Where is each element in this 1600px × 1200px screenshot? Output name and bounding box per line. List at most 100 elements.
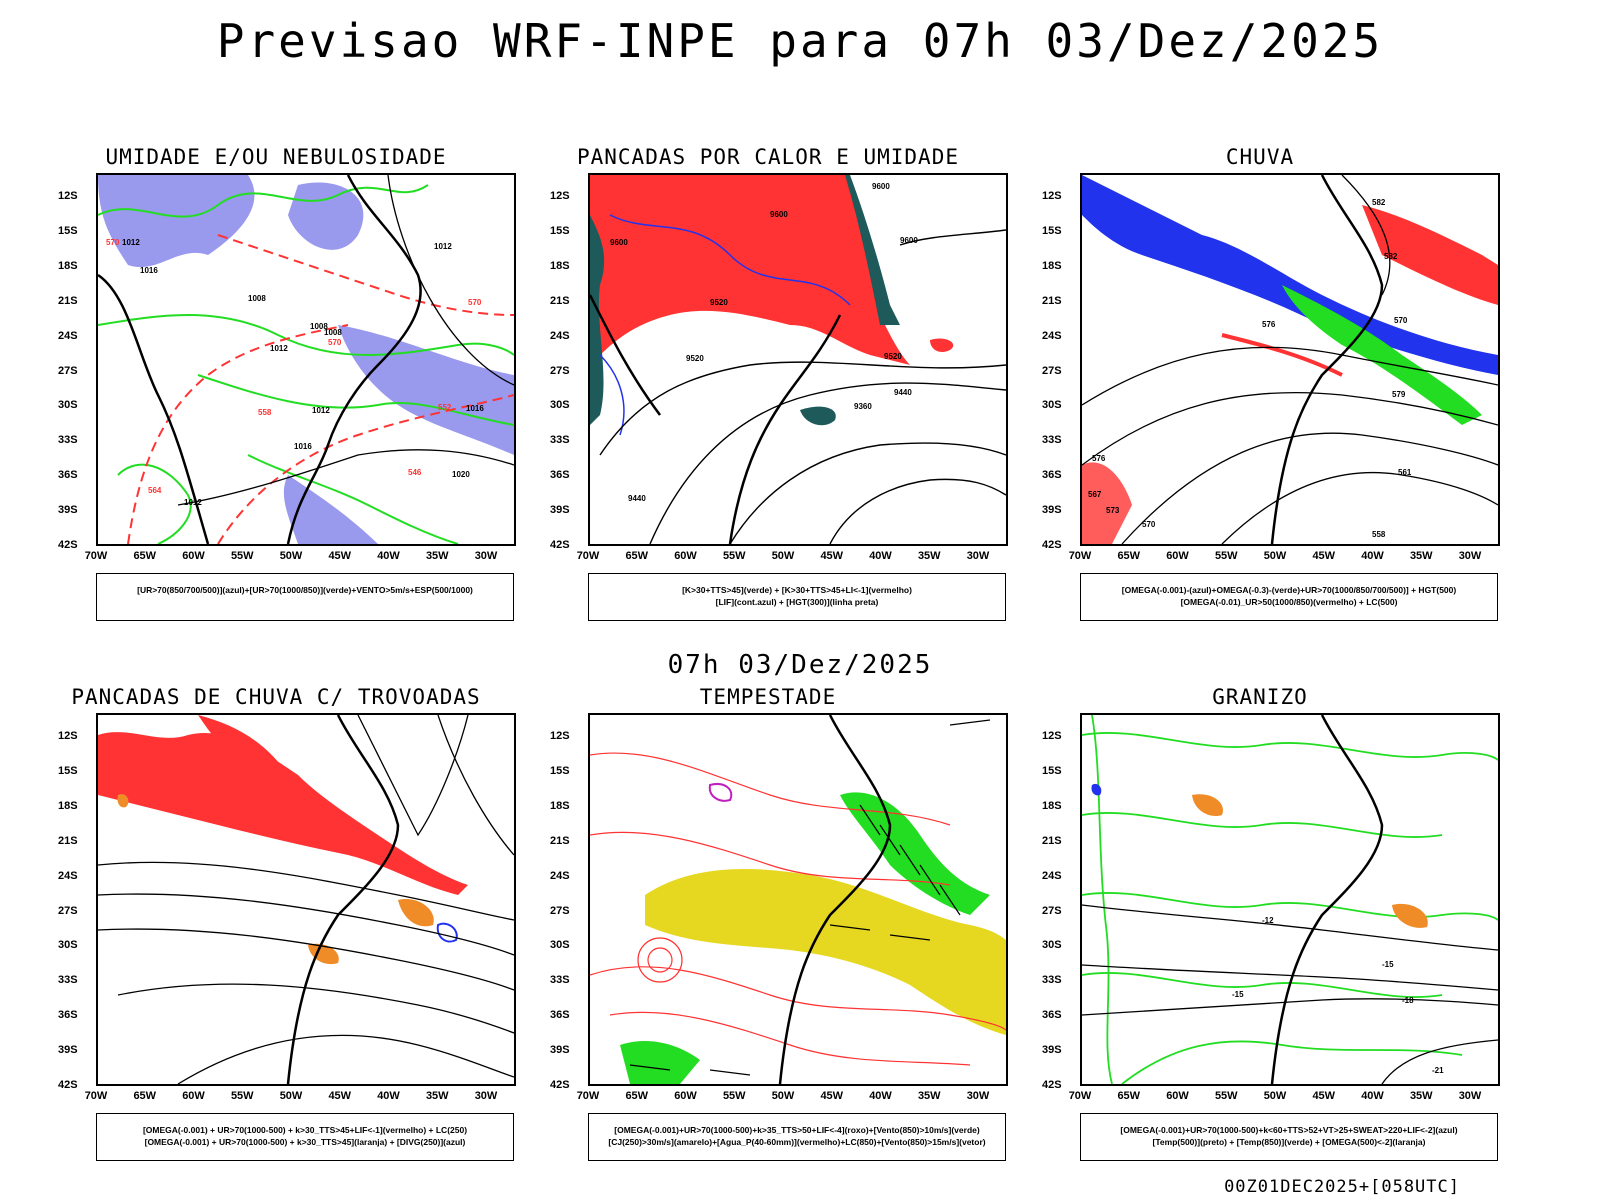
x-tick-label: 40W (377, 1090, 400, 1102)
map-label: 9600 (900, 236, 918, 245)
y-tick-label: 27S (550, 904, 570, 917)
map-label: -21 (1432, 1066, 1444, 1075)
map-label: 9600 (770, 210, 788, 219)
map-label: 1012 (434, 242, 452, 251)
y-tick-label: 42S (550, 539, 570, 551)
humidity-area (98, 175, 255, 268)
rain-area (1362, 205, 1498, 305)
y-tick-label: 39S (1042, 504, 1062, 517)
map-label: 576 (1092, 454, 1106, 463)
x-tick-label: 55W (1214, 1090, 1238, 1102)
legend-line: [K>30+TTS>45](verde) + [K>30+TTS>45+LI<-… (682, 585, 912, 595)
thickness-contour (217, 394, 514, 544)
temp850-contour (1082, 812, 1443, 838)
y-tick-label: 27S (550, 364, 570, 377)
y-tick-label: 33S (1042, 434, 1062, 447)
lif-contour (609, 214, 851, 306)
instability-area (930, 338, 954, 352)
y-tick-label: 39S (58, 504, 78, 517)
legend-line: [Temp(500)](preto) + [Temp(850)](verde) … (1152, 1137, 1426, 1147)
x-tick-label: 55W (722, 1090, 746, 1102)
y-tick-label: 30S (550, 399, 570, 412)
wind-vector (629, 1064, 671, 1071)
y-tick-label: 30S (1042, 399, 1062, 412)
legend-line: [OMEGA(-0.01)_UR>50(1000/850)(vermelho) … (1180, 597, 1398, 607)
x-tick-label: 35W (425, 1090, 449, 1102)
x-tick-label: 70W (576, 550, 600, 562)
y-tick-label: 24S (58, 869, 78, 882)
y-tick-label: 42S (550, 1079, 570, 1091)
map-label: 546 (408, 468, 422, 477)
map-label: 9600 (872, 182, 890, 191)
rain-area (1082, 175, 1498, 375)
x-tick-label: 65W (1117, 550, 1141, 562)
panel-title: TEMPESTADE (699, 685, 837, 709)
panel-legend: [K>30+TTS>45](verde) + [K>30+TTS>45+LI<-… (588, 573, 1006, 621)
panel-chuva: CHUVA 582 582 576 570 579 576 573 570 (1020, 145, 1500, 645)
wind-vector (949, 719, 991, 726)
x-tick-label: 60W (182, 550, 205, 562)
page-title: Previsao WRF-INPE para 07h 03/Dez/2025 (216, 14, 1384, 68)
hgt-contour (729, 442, 1006, 544)
wind-vector (709, 1069, 751, 1076)
humidity-area (283, 475, 378, 544)
map-label: 579 (1392, 390, 1406, 399)
x-tick-label: 70W (1068, 550, 1092, 562)
thickness-contour (127, 324, 349, 544)
coastline (1270, 715, 1384, 1084)
label-group: -12 -15 -15 -18 -21 (1232, 916, 1444, 1075)
green-contour (197, 374, 514, 426)
map-label: 1016 (294, 442, 312, 451)
rain-area (1282, 285, 1482, 425)
omega-area (1392, 903, 1428, 928)
y-tick-label: 15S (550, 224, 570, 237)
map-label: 1012 (270, 344, 288, 353)
wind-vector (899, 844, 921, 876)
map-label: 9360 (854, 402, 872, 411)
map-label: 564 (148, 486, 162, 495)
y-tick-label: 30S (550, 939, 570, 952)
map-label: 570 (468, 298, 482, 307)
map-area: 582 582 576 570 579 576 573 570 558 561 … (1080, 173, 1500, 546)
rain-area (1082, 462, 1132, 544)
map-label: 576 (1262, 320, 1276, 329)
x-tick-label: 70W (576, 1090, 600, 1102)
streamline (117, 983, 514, 1034)
x-tick-label: 50W (1263, 550, 1287, 562)
y-tick-label: 33S (550, 434, 570, 447)
panel-umidade: UMIDADE E/OU NEBULOSIDADE 570 (36, 145, 516, 645)
storm-area (198, 715, 288, 785)
wind-vector (859, 804, 881, 836)
map-label: 570 (328, 338, 342, 347)
map-label: 9520 (686, 354, 704, 363)
legend-line: [OMEGA(-0.001) + UR>70(1000-500) + k>30_… (144, 1137, 466, 1147)
map-label: 573 (1106, 506, 1120, 515)
map-label: 9600 (610, 238, 628, 247)
y-tick-label: 27S (1042, 904, 1062, 917)
green-contour (98, 314, 514, 356)
coastline (1270, 175, 1384, 544)
temp850-contour (1121, 1040, 1463, 1084)
temp850-contour (1091, 715, 1113, 1084)
map-label: 558 (258, 408, 272, 417)
instability-area (800, 406, 836, 426)
x-tick-label: 35W (1409, 1090, 1433, 1102)
pw-contour (609, 1011, 971, 1066)
wind-area (840, 792, 990, 915)
hgt-contour (1121, 432, 1498, 544)
y-tick-label: 12S (1042, 730, 1062, 742)
x-tick-label: 30W (1458, 1090, 1482, 1102)
map-label: 1016 (140, 266, 158, 275)
y-tick-label: 36S (58, 1009, 78, 1022)
y-tick-label: 21S (58, 294, 78, 307)
humidity-area (338, 325, 514, 455)
x-tick-label: 50W (279, 550, 303, 562)
x-tick-label: 35W (425, 550, 449, 562)
x-tick-label: 40W (1361, 1090, 1384, 1102)
map-label: -12 (1262, 916, 1274, 925)
y-tick-label: 12S (550, 730, 570, 742)
jet-area (645, 869, 1006, 1035)
map-area: -12 -15 -15 -18 -21 (1080, 713, 1500, 1086)
y-tick-label: 18S (550, 259, 570, 272)
y-tick-label: 24S (1042, 329, 1062, 342)
